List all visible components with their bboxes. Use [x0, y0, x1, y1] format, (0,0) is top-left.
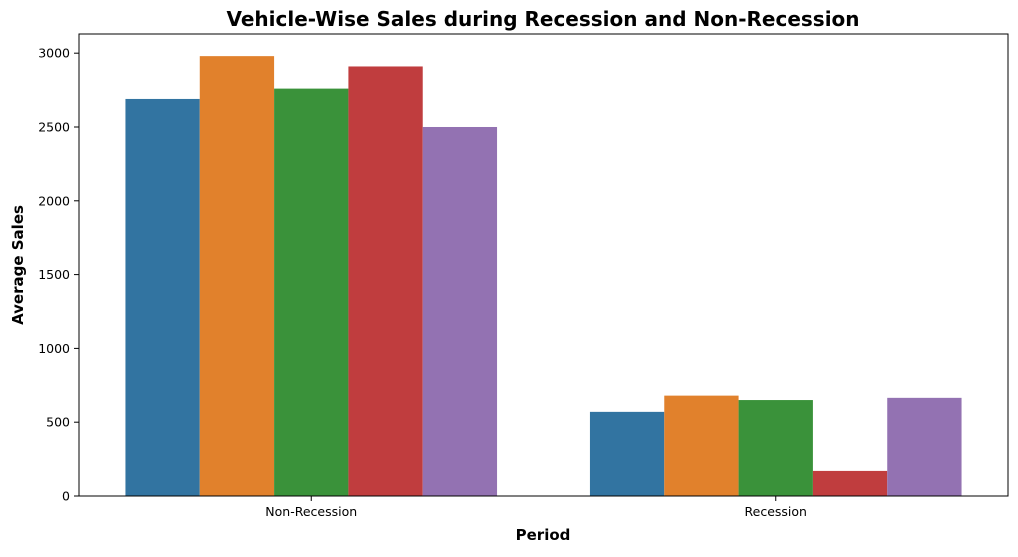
bar-recession-4 — [812, 470, 888, 496]
chart-title: Vehicle-Wise Sales during Recession and … — [226, 7, 859, 31]
y-axis-label: Average Sales — [9, 205, 27, 325]
y-tick-label: 2000 — [38, 193, 70, 208]
bar-non-recession-4 — [348, 66, 423, 497]
bars-group — [125, 56, 962, 497]
bar-recession-5 — [887, 397, 962, 496]
y-tick-label: 2500 — [38, 119, 70, 134]
y-tick-label: 3000 — [38, 46, 70, 61]
bar-non-recession-5 — [422, 126, 498, 496]
bar-recession-2 — [664, 395, 739, 496]
plot-frame — [78, 33, 1009, 497]
bar-non-recession-2 — [199, 56, 275, 497]
bar-recession-1 — [589, 411, 665, 496]
bar-non-recession-3 — [274, 88, 349, 497]
x-axis-label: Period — [516, 526, 571, 544]
bar-recession-3 — [738, 400, 813, 496]
bar-non-recession-1 — [125, 98, 200, 497]
y-axis-ticks: 0 500 1000 1500 2000 2500 3000 — [38, 46, 79, 504]
y-tick-label: 500 — [46, 415, 70, 430]
y-tick-label: 0 — [62, 489, 70, 504]
y-tick-label: 1500 — [38, 267, 70, 282]
x-tick-label: Recession — [745, 504, 807, 519]
x-tick-label: Non-Recession — [265, 504, 357, 519]
x-axis-ticks: Non-Recession Recession — [265, 496, 807, 519]
y-tick-label: 1000 — [38, 341, 70, 356]
